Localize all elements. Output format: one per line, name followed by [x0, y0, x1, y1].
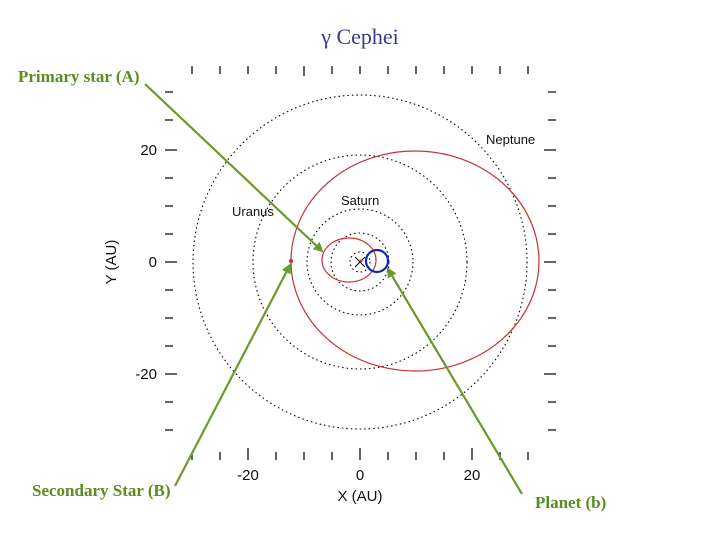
- diagram-title: γ Cephei: [321, 24, 399, 49]
- ytick-label-0: 0: [149, 254, 157, 271]
- primary-star-orbit: [321, 237, 377, 283]
- secondary-star-marker: [289, 259, 293, 263]
- planet-orbit: [364, 248, 390, 274]
- secondary-star-orbit: [290, 150, 540, 372]
- plot-frame: [165, 66, 556, 460]
- planet-arrow: [386, 267, 523, 495]
- ytick-label-20: 20: [140, 142, 157, 159]
- uranus-label: Uranus: [232, 204, 274, 219]
- neptune-orbit: [192, 94, 528, 430]
- uranus-orbit: [252, 154, 468, 370]
- x-axis-label: X (AU): [338, 488, 383, 505]
- saturn-label: Saturn: [341, 193, 379, 208]
- primary-star-marker: [359, 259, 363, 263]
- secondary-star-callout: Secondary Star (B): [32, 481, 171, 500]
- secondary-star-arrow: [174, 263, 291, 487]
- primary-star-arrow: [144, 83, 324, 253]
- neptune-label: Neptune: [486, 132, 535, 147]
- ytick-label-neg20: -20: [135, 366, 157, 383]
- xtick-label-0: 0: [356, 467, 364, 484]
- xtick-label-20: 20: [464, 467, 481, 484]
- primary-star-callout: Primary star (A): [18, 67, 140, 86]
- saturn-orbit: [306, 208, 414, 316]
- inner-orbit: [349, 251, 371, 273]
- y-axis-label: Y (AU): [103, 240, 120, 285]
- xtick-label-neg20: -20: [237, 467, 259, 484]
- planet-callout: Planet (b): [535, 493, 607, 512]
